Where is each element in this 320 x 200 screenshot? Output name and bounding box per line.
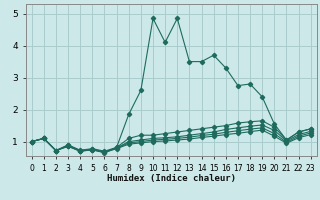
X-axis label: Humidex (Indice chaleur): Humidex (Indice chaleur)	[107, 174, 236, 183]
